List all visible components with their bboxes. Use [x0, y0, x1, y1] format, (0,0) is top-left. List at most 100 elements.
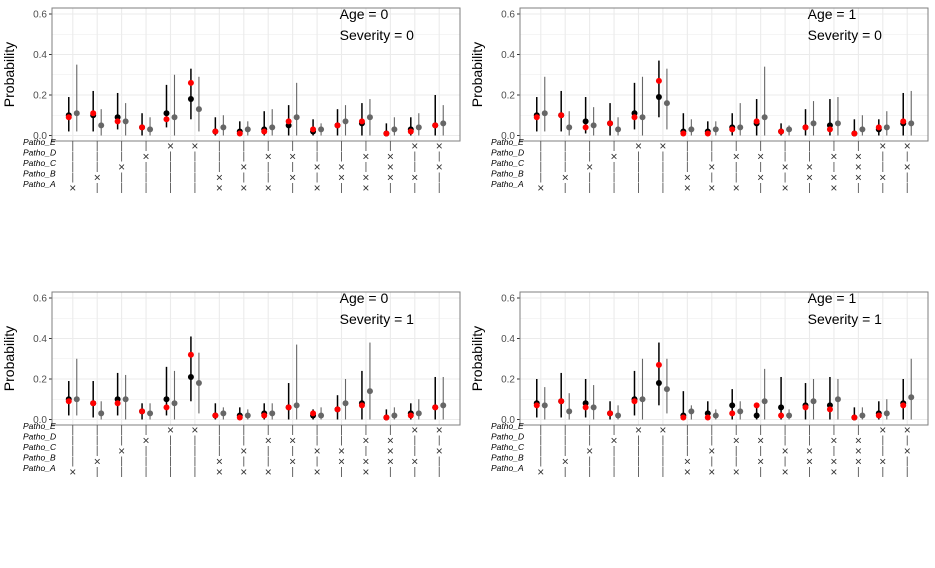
- combo-cross-mark: ×: [904, 444, 911, 458]
- combo-cross-mark: ×: [338, 455, 345, 469]
- combo-cross-mark: ×: [708, 444, 715, 458]
- y-tick-label: 0.2: [501, 375, 515, 386]
- combo-cross-mark: ×: [191, 139, 198, 153]
- data-point: [834, 120, 841, 127]
- data-point: [680, 130, 687, 137]
- data-point: [615, 412, 622, 419]
- y-tick-label: 0.2: [33, 375, 47, 386]
- combo-cross-mark: ×: [782, 465, 789, 479]
- combo-cross-mark: ×: [830, 465, 837, 479]
- combo-cross-mark: ×: [562, 455, 569, 469]
- combo-cross-mark: ×: [879, 139, 886, 153]
- combo-cross-mark: ×: [757, 434, 764, 448]
- data-point: [729, 126, 736, 133]
- combo-cross-mark: ×: [879, 455, 886, 469]
- data-point: [65, 398, 72, 405]
- data-point: [171, 400, 178, 407]
- data-point: [851, 130, 858, 137]
- combo-cross-mark: ×: [436, 423, 443, 437]
- data-point: [737, 124, 744, 131]
- data-point: [114, 400, 121, 407]
- data-point: [590, 404, 597, 411]
- data-point: [187, 79, 194, 86]
- data-point: [415, 124, 422, 131]
- data-point: [195, 380, 202, 387]
- combo-cross-mark: ×: [757, 455, 764, 469]
- combo-row-label: Patho_B: [491, 453, 524, 463]
- y-axis-title: Probability: [1, 42, 17, 107]
- combo-cross-mark: ×: [537, 181, 544, 195]
- combo-cross-mark: ×: [240, 181, 247, 195]
- data-point: [590, 122, 597, 129]
- combo-cross-mark: ×: [879, 423, 886, 437]
- data-point: [566, 124, 573, 131]
- combo-cross-mark: ×: [436, 444, 443, 458]
- data-point: [366, 388, 373, 395]
- combo-cross-mark: ×: [240, 444, 247, 458]
- combo-cross-mark: ×: [94, 455, 101, 469]
- panel-annotation: Severity = 0: [340, 27, 415, 43]
- data-point: [883, 124, 890, 131]
- combo-row-label: Patho_C: [491, 442, 525, 452]
- data-point: [663, 100, 670, 107]
- panel-annotation: Age = 0: [340, 290, 389, 306]
- data-point: [407, 412, 414, 419]
- data-point: [859, 126, 866, 133]
- panel-border: [51, 7, 461, 142]
- chart-panel-bottom-right: 0.0 0.2 0.4 0.6 Age = 1 Severity = 1 Probabili…: [469, 290, 929, 479]
- combination-matrix: Patho_E × × × ×Patho_D × × × × ×Patho_C × × × × × ×Path…: [23, 421, 443, 479]
- data-point: [90, 110, 97, 117]
- combo-cross-mark: ×: [289, 434, 296, 448]
- combo-cross-mark: ×: [904, 423, 911, 437]
- data-point: [285, 404, 292, 411]
- combo-row-label: Patho_D: [491, 148, 524, 158]
- combo-row-label: Patho_E: [491, 421, 524, 431]
- combo-cross-mark: ×: [635, 139, 642, 153]
- data-point: [440, 402, 447, 409]
- data-point: [65, 114, 72, 121]
- combination-matrix: Patho_E × × × ×Patho_D × × × × ×Patho_C × × × × × ×Path…: [23, 137, 443, 195]
- data-point: [826, 406, 833, 413]
- data-point: [261, 128, 268, 135]
- data-point: [558, 112, 565, 119]
- combo-row-label: Patho_D: [491, 432, 524, 442]
- data-point: [195, 106, 202, 113]
- data-point: [778, 404, 785, 411]
- combo-cross-mark: ×: [436, 139, 443, 153]
- y-tick-label: 0.2: [501, 91, 515, 102]
- data-point: [631, 114, 638, 121]
- data-point: [236, 130, 243, 137]
- combo-cross-mark: ×: [855, 434, 862, 448]
- data-point: [342, 118, 349, 125]
- combo-cross-mark: ×: [362, 455, 369, 469]
- data-point: [122, 118, 129, 125]
- combo-cross-mark: ×: [830, 455, 837, 469]
- combo-cross-mark: ×: [143, 150, 150, 164]
- combo-row-label: Patho_C: [491, 158, 525, 168]
- data-point: [802, 404, 809, 411]
- data-point: [407, 128, 414, 135]
- combo-cross-mark: ×: [216, 171, 223, 185]
- data-point: [261, 412, 268, 419]
- data-point: [639, 396, 646, 403]
- combo-cross-mark: ×: [733, 181, 740, 195]
- panel-annotation: Severity = 0: [808, 27, 883, 43]
- combo-cross-mark: ×: [611, 434, 618, 448]
- panel-border: [519, 7, 929, 142]
- data-point: [729, 410, 736, 417]
- data-point: [358, 118, 365, 125]
- panel-border: [51, 291, 461, 426]
- data-point: [163, 404, 170, 411]
- data-point: [778, 412, 785, 419]
- combo-cross-mark: ×: [733, 434, 740, 448]
- combo-cross-mark: ×: [338, 160, 345, 174]
- data-point: [908, 394, 915, 401]
- combo-cross-mark: ×: [216, 455, 223, 469]
- combo-cross-mark: ×: [855, 171, 862, 185]
- combo-cross-mark: ×: [562, 171, 569, 185]
- combo-cross-mark: ×: [265, 181, 272, 195]
- data-point: [607, 410, 614, 417]
- combo-cross-mark: ×: [411, 423, 418, 437]
- combination-matrix: Patho_E × × × ×Patho_D × × × × ×Patho_C × × × × × ×Path…: [491, 137, 911, 195]
- combo-cross-mark: ×: [830, 150, 837, 164]
